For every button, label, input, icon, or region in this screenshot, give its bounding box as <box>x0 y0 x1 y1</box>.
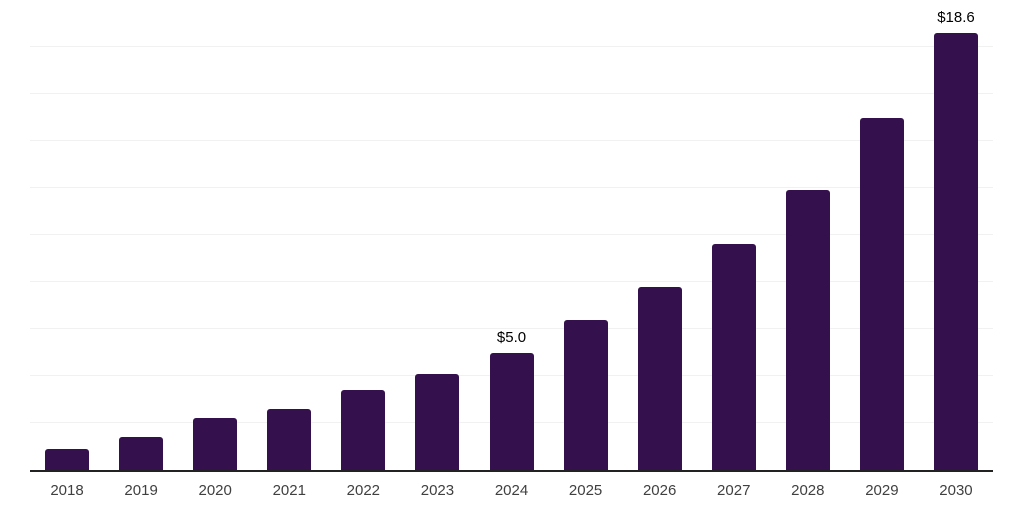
x-axis-tick-label: 2018 <box>50 482 84 499</box>
bars-row: $5.0 $18.6 <box>30 0 993 470</box>
x-axis-tick-label: 2030 <box>939 482 973 499</box>
bar-slot <box>178 0 252 470</box>
x-axis-tick-label: 2025 <box>568 482 603 499</box>
bar-slot <box>30 0 104 470</box>
x-axis-tick-label: 2027 <box>717 482 751 499</box>
bar-slot <box>549 0 623 470</box>
gridline <box>30 46 993 47</box>
bar-slot <box>623 0 697 470</box>
bar-slot <box>845 0 919 470</box>
gridline <box>30 93 993 94</box>
bar <box>637 286 682 470</box>
x-axis-tick-label: 2029 <box>865 482 899 499</box>
gridline <box>30 140 993 141</box>
bar <box>563 319 608 470</box>
x-axis-tick-label: 2022 <box>346 482 381 499</box>
x-axis-tick-label: 2023 <box>420 482 455 499</box>
bar-slot <box>400 0 474 470</box>
bar <box>341 390 386 470</box>
bar <box>859 117 904 470</box>
bar <box>785 190 830 470</box>
gridline <box>30 328 993 329</box>
plot-area: $5.0 $18.6 <box>30 0 993 472</box>
bar <box>119 437 164 470</box>
x-axis-tick-label: 2028 <box>791 482 825 499</box>
bar-slot <box>771 0 845 470</box>
gridline <box>30 281 993 282</box>
bar-slot <box>697 0 771 470</box>
bar-slot: $5.0 <box>474 0 548 470</box>
x-axis-tick-label: 2026 <box>642 482 677 499</box>
bar-value-label: $5.0 <box>496 328 527 346</box>
bar <box>933 32 978 470</box>
bar-value-label: $18.6 <box>937 8 975 26</box>
bar-slot: $18.6 <box>919 0 993 470</box>
bar <box>193 418 238 470</box>
bar-slot <box>252 0 326 470</box>
gridline <box>30 234 993 235</box>
x-axis-tick-label: 2021 <box>272 482 306 499</box>
bar-slot <box>104 0 178 470</box>
bar <box>267 408 312 470</box>
x-axis-labels: 2018 2019 2020 2021 2022 2023 2024 2025 2026 2027… <box>30 482 993 499</box>
x-axis-tick-label: 2019 <box>124 482 158 499</box>
bar <box>489 352 534 470</box>
x-axis-tick-label: 2024 <box>494 482 529 499</box>
bar <box>415 373 460 470</box>
bar <box>711 244 756 470</box>
x-axis-tick-label: 2020 <box>198 482 232 499</box>
gridline <box>30 187 993 188</box>
bar <box>45 448 90 470</box>
bar-slot <box>326 0 400 470</box>
